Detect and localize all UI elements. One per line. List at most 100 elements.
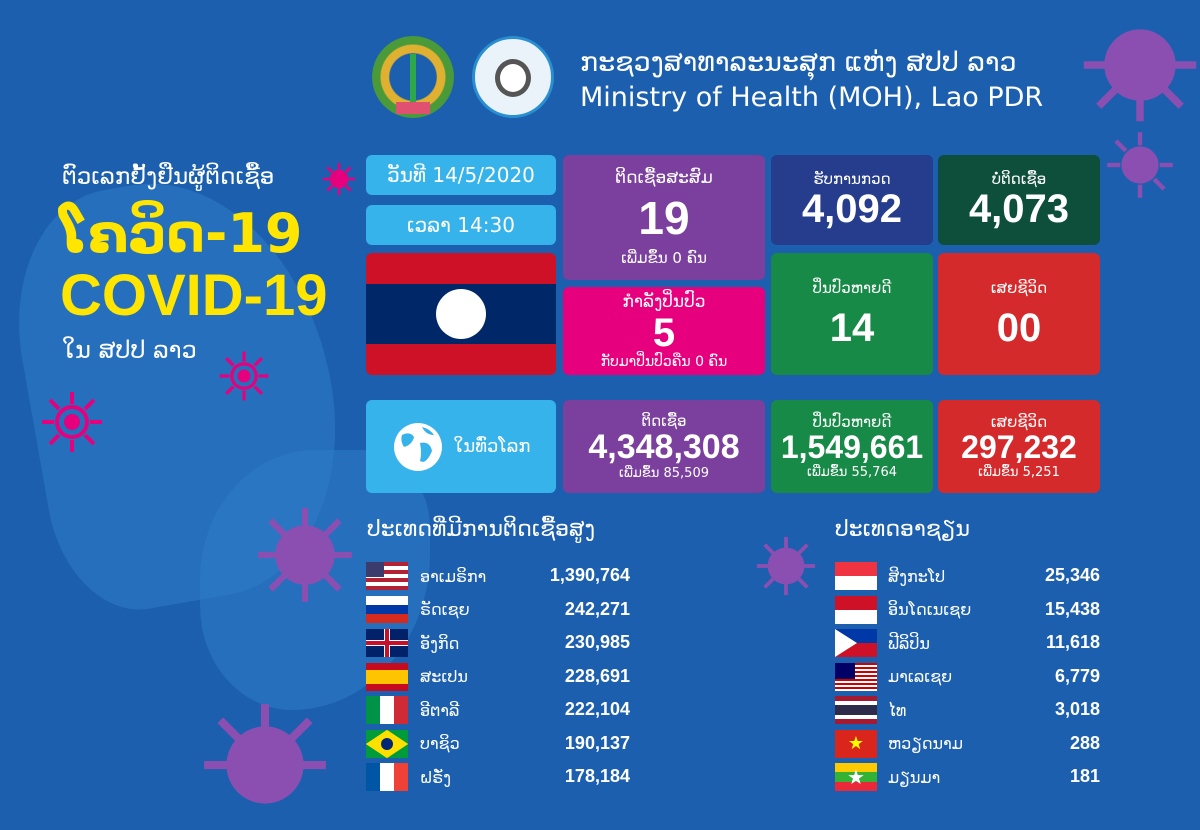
ministry-emblem-logo xyxy=(372,36,454,118)
country-row: ອິນໂດເນເຊຍ xyxy=(835,595,972,624)
country-name: ໄທ xyxy=(888,700,907,720)
country-row: ອີຕາລີ xyxy=(366,696,459,724)
country-cases: 222,104 xyxy=(564,699,630,719)
virus-icon xyxy=(756,536,816,596)
country-row: ມາເລເຊຍ xyxy=(835,662,953,691)
country-cases: 288 xyxy=(1069,732,1100,753)
ministry-title-lao: ກະຊວງສາທາລະນະສຸກ ແຫ່ງ ສປປ ລາວ xyxy=(580,47,1017,78)
country-name: ຫວຽດນາມ xyxy=(888,734,963,753)
country-row: ສິງກະໂປ xyxy=(835,562,945,590)
negative-card: ບໍ່ຕິດເຊື້ອ 4,073 xyxy=(938,155,1100,245)
cumulative-card: ຕິດເຊື້ອສະສົມ 19 ເພີ່ມຂຶ້ນ 0 ຄົນ xyxy=(563,155,765,280)
country-row: ສະເປນ xyxy=(366,662,468,691)
deaths-card: ເສຍຊີວິດ 00 xyxy=(938,253,1100,375)
country-name: ສິງກະໂປ xyxy=(888,566,946,586)
country-name: ອັງກິດ xyxy=(420,633,460,653)
country-row: ໄທ xyxy=(835,696,906,724)
laos-flag xyxy=(366,253,556,375)
virus-icon xyxy=(258,508,352,602)
virus-icon xyxy=(204,704,326,804)
country-cases: 230,985 xyxy=(564,632,630,652)
world-infected-value: 4,348,308 xyxy=(588,428,740,467)
country-row: ★ ມຽນມາ xyxy=(835,763,940,791)
world-label: ໃນທົ່ວໂລກ xyxy=(453,436,531,457)
world-recovered-card: ປິ່ນປົວຫາຍດີ 1,549,661 ເພີ່ມຂຶ້ນ 55,764 xyxy=(771,400,933,493)
country-row: ★ ຫວຽດນາມ xyxy=(835,729,963,758)
flag-gb-icon xyxy=(366,629,408,657)
virus-icon xyxy=(42,392,102,452)
deaths-label: ເສຍຊີວິດ xyxy=(990,279,1048,297)
country-cases: 178,184 xyxy=(564,766,630,786)
country-row: ອັງກິດ xyxy=(366,629,459,657)
flag-vn-icon: ★ xyxy=(835,729,877,758)
country-cases: 228,691 xyxy=(564,665,630,686)
cumulative-sub: ເພີ່ມຂຶ້ນ 0 ຄົນ xyxy=(621,248,707,267)
virus-icon xyxy=(219,351,269,401)
flag-sg-icon xyxy=(835,562,877,590)
tested-label: ຮັບການກວດ xyxy=(813,170,891,188)
world-badge: ໃນທົ່ວໂລກ xyxy=(366,400,556,493)
country-name: ອິນໂດເນເຊຍ xyxy=(888,600,972,619)
country-cases: 11,618 xyxy=(1045,632,1100,652)
treating-card: ກຳລັງປິ່ນປົວ 5 ກັບມາປິ່ນປົວຄືນ 0 ຄົນ xyxy=(563,287,765,375)
recovered-value: 14 xyxy=(829,306,875,350)
world-infected-sub: ເພີ່ມຂຶ້ນ 85,509 xyxy=(619,465,709,481)
hero-title-lao: ໂຄວິດ-19 xyxy=(60,202,303,265)
flag-br-icon xyxy=(366,729,408,758)
country-row: ຟີລິປິນ xyxy=(835,629,930,657)
world-recovered-sub: ເພີ່ມຂຶ້ນ 55,764 xyxy=(807,464,897,480)
world-deaths-sub: ເພີ່ມຂຶ້ນ 5,251 xyxy=(978,464,1060,480)
country-row: ບາຊິວ xyxy=(366,729,460,758)
time-badge: ເວລາ 14:30 xyxy=(366,205,556,245)
country-cases: 181 xyxy=(1069,766,1100,786)
center-logo xyxy=(472,36,554,118)
treating-value: 5 xyxy=(652,311,676,355)
date-text: ວັນທີ 14/5/2020 xyxy=(387,163,535,187)
country-name: ຣັດເຊຍ xyxy=(420,600,470,619)
country-cases: 1,390,764 xyxy=(549,565,630,585)
country-name: ອາເມຣິກາ xyxy=(420,566,487,586)
asean-title: ປະເທດອາຊຽນ xyxy=(835,517,970,542)
treating-sub: ກັບມາປິ່ນປົວຄືນ 0 ຄົນ xyxy=(600,354,728,370)
flag-ph-icon xyxy=(835,629,877,657)
virus-icon xyxy=(323,163,355,195)
country-row: ຣັດເຊຍ xyxy=(366,595,470,624)
tested-value: 4,092 xyxy=(801,187,903,231)
country-row: ອາເມຣິກາ xyxy=(366,562,486,590)
flag-es-icon xyxy=(366,662,408,691)
negative-value: 4,073 xyxy=(968,187,1070,231)
flag-it-icon xyxy=(366,696,408,724)
country-row: ຝຣັ່ງ xyxy=(366,763,451,791)
country-cases: 190,137 xyxy=(564,732,630,753)
time-text: ເວລາ 14:30 xyxy=(407,213,515,237)
world-infected-card: ຕິດເຊື້ອ 4,348,308 ເພີ່ມຂຶ້ນ 85,509 xyxy=(563,400,765,493)
country-name: ມາເລເຊຍ xyxy=(888,667,953,686)
country-name: ບາຊິວ xyxy=(420,734,460,753)
world-deaths-value: 297,232 xyxy=(961,429,1077,466)
hero-subtitle: ຕົວເລກຢັ້ງຢືນຜູ້ຕິດເຊື້ອ xyxy=(62,164,275,190)
recovered-label: ປິ່ນປົວຫາຍດີ xyxy=(812,279,892,297)
country-name: ຟີລິປິນ xyxy=(888,633,930,653)
cumulative-value: 19 xyxy=(638,192,690,245)
world-deaths-label: ເສຍຊີວິດ xyxy=(990,413,1048,432)
country-name: ສະເປນ xyxy=(420,667,468,686)
flag-id-icon xyxy=(835,595,877,624)
tested-card: ຮັບການກວດ 4,092 xyxy=(771,155,933,245)
country-cases: 242,271 xyxy=(564,598,630,619)
virus-icon xyxy=(1107,132,1173,198)
recovered-card: ປິ່ນປົວຫາຍດີ 14 xyxy=(771,253,933,375)
flag-ru-icon xyxy=(366,595,408,624)
globe-icon xyxy=(393,422,442,471)
world-infected-label: ຕິດເຊື້ອ xyxy=(641,412,687,431)
treating-label: ກຳລັງປິ່ນປົວ xyxy=(622,292,706,312)
virus-icon xyxy=(1083,29,1197,122)
flag-fr-icon xyxy=(366,763,408,791)
cumulative-label: ຕິດເຊື້ອສະສົມ xyxy=(615,168,713,189)
country-cases: 3,018 xyxy=(1054,699,1100,719)
world-recovered-label: ປິ່ນປົວຫາຍດີ xyxy=(812,413,892,432)
ministry-title-en: Ministry of Health (MOH), Lao PDR xyxy=(580,82,1044,113)
flag-mm-icon: ★ xyxy=(835,763,877,791)
world-recovered-value: 1,549,661 xyxy=(780,429,924,466)
world-deaths-card: ເສຍຊີວິດ 297,232 ເພີ່ມຂຶ້ນ 5,251 xyxy=(938,400,1100,493)
country-cases: 6,779 xyxy=(1054,665,1100,686)
